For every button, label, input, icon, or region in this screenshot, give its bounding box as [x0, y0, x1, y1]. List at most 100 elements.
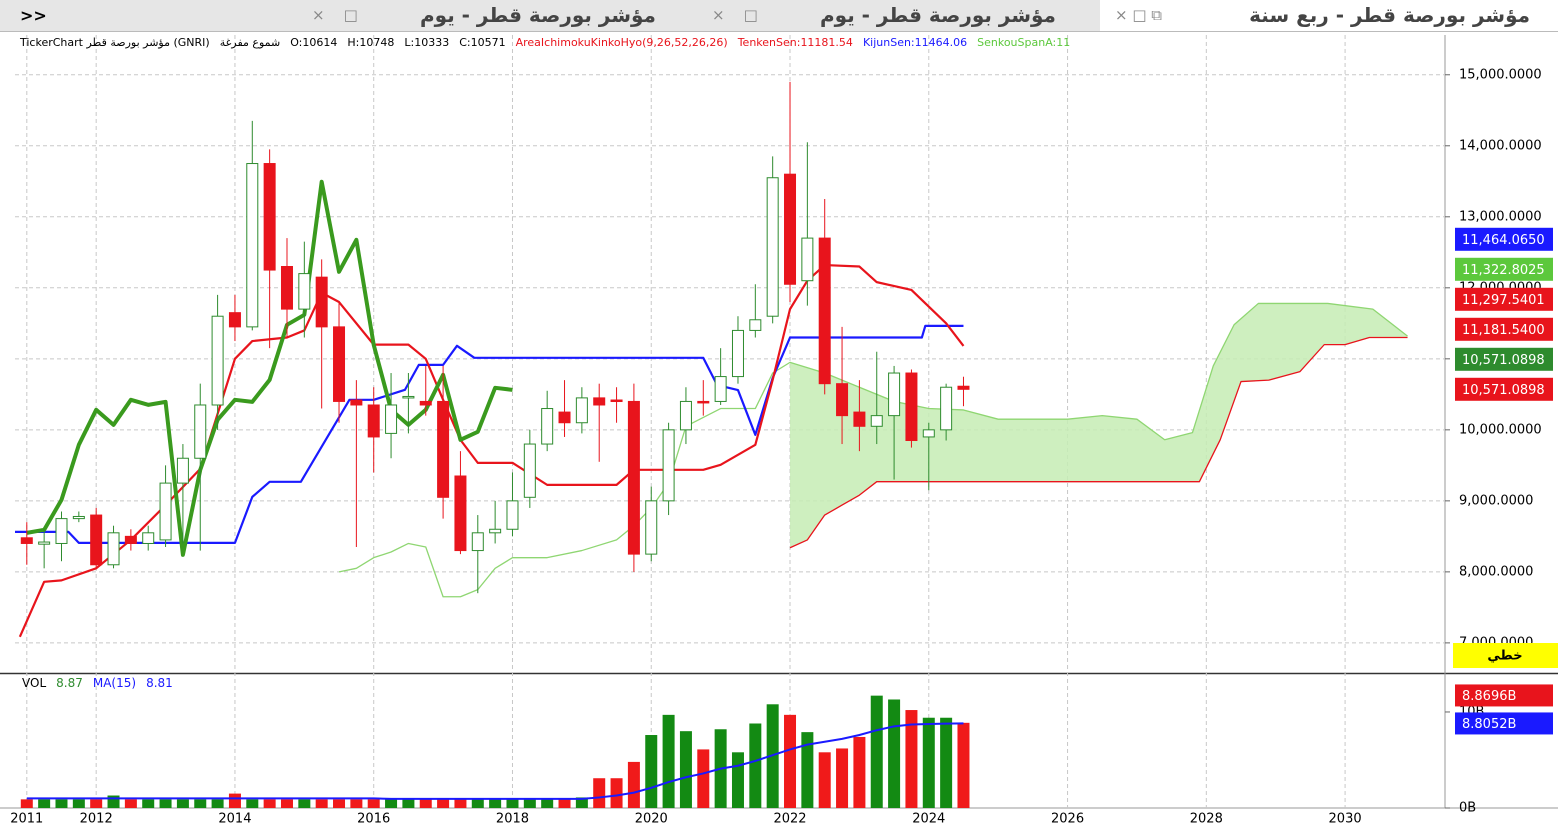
last-value-label: 10,571.0898: [1462, 383, 1545, 398]
last-value-tag: [1455, 347, 1553, 371]
volume-bar: [142, 799, 155, 808]
candle-body: [20, 537, 33, 544]
collapse-button[interactable]: <<: [20, 6, 47, 25]
volume-bar: [679, 731, 692, 808]
volume-bar: [333, 799, 346, 808]
tab[interactable]: مؤشر بورصة قطر - يوم: [420, 3, 656, 27]
last-value-tag: [1455, 227, 1553, 251]
candle-body: [766, 177, 779, 317]
volume-bar: [20, 799, 33, 808]
candle-body: [228, 312, 241, 328]
tab-icons[interactable]: × □: [312, 6, 358, 24]
volume-bar: [905, 710, 918, 808]
candle-body: [940, 386, 953, 431]
last-value-tag: [1455, 317, 1553, 341]
volume-bar: [593, 778, 606, 808]
indicator-line: [338, 302, 1408, 598]
volume-bar: [228, 793, 241, 808]
ichimoku-cloud: [790, 303, 1408, 548]
volume-bar: [315, 799, 328, 808]
x-tick-label: 2022: [773, 812, 806, 827]
volume-bar: [38, 799, 51, 808]
last-value-label: 11,322.8025: [1462, 263, 1545, 278]
y-tick-label: 15,000.0000: [1459, 67, 1542, 82]
volume-bar: [367, 799, 380, 808]
candle-body: [124, 535, 137, 544]
volume-bar: [471, 799, 484, 808]
candle-body: [367, 404, 380, 438]
candle-body: [72, 515, 85, 520]
candle-body: [679, 400, 692, 431]
volume-bar: [801, 732, 814, 808]
volume-bar: [836, 748, 849, 808]
candle-body: [419, 400, 432, 406]
candle-body: [489, 528, 502, 534]
candle-body: [818, 237, 831, 385]
volume-bar: [194, 799, 207, 808]
volume-bar: [922, 717, 935, 808]
volume-bar: [159, 799, 172, 808]
indicator-line: [789, 336, 1408, 549]
volume-bar: [523, 799, 536, 808]
legend-item: TenkenSen:11181.54: [737, 36, 853, 49]
volume-bar: [437, 799, 450, 808]
last-value-label: 11,297.5401: [1462, 293, 1545, 308]
x-tick-label: 2020: [635, 812, 668, 827]
candle-body: [159, 482, 172, 541]
volume-bar: [107, 795, 120, 808]
volume-bar: [558, 799, 571, 808]
volume-bar: [957, 722, 970, 808]
tab-icons[interactable]: × □: [712, 6, 758, 24]
volume-bar: [731, 752, 744, 808]
candle-body: [645, 500, 658, 555]
candle-body: [107, 532, 120, 566]
price-legend: TickerChart مؤشر بورصة قطر (GNRI) شموع مف…: [20, 36, 1070, 49]
last-value-tag: [1455, 287, 1553, 311]
scale-button[interactable]: خطي: [1487, 649, 1522, 664]
candle-body: [610, 399, 623, 403]
last-value-label: 11,464.0650: [1462, 233, 1545, 248]
volume-bar: [888, 699, 901, 808]
candle-body: [627, 400, 640, 555]
volume-bar: [246, 799, 259, 808]
tab-icons[interactable]: × □ ⧉: [1115, 6, 1162, 24]
volume-bar: [350, 799, 363, 808]
volume-bar: [280, 799, 293, 808]
candle-body: [194, 404, 207, 459]
legend-item: 8.81: [146, 676, 173, 690]
volume-bar: [784, 714, 797, 808]
candle-body: [176, 457, 189, 484]
candle-body: [298, 273, 311, 310]
candle-body: [870, 415, 883, 427]
legend-item: H:10748: [347, 36, 395, 49]
legend-item: VOL: [22, 676, 47, 690]
candle-body: [575, 397, 588, 424]
tab[interactable]: مؤشر بورصة قطر - ربع سنة: [1249, 3, 1530, 27]
volume-bar: [124, 799, 137, 808]
x-tick-label: 2018: [496, 812, 529, 827]
last-value-label: 8.8696B: [1462, 689, 1516, 704]
candle-body: [437, 400, 450, 498]
volume-bar: [645, 735, 658, 808]
volume-bar: [506, 799, 519, 808]
candle-body: [142, 532, 155, 544]
legend-item: 8.87: [56, 676, 83, 690]
volume-bar: [662, 714, 675, 808]
legend-item: TickerChart مؤشر بورصة قطر (GNRI): [20, 36, 210, 49]
legend-item: SenkouSpanA:11: [977, 36, 1071, 49]
last-value-label: 10,571.0898: [1462, 353, 1545, 368]
tab[interactable]: مؤشر بورصة قطر - يوم: [820, 3, 1056, 27]
volume-bar: [697, 749, 710, 808]
last-value-tag: [1455, 257, 1553, 281]
candle-body: [853, 411, 866, 427]
x-tick-label: 2014: [218, 812, 251, 827]
candle-body: [315, 276, 328, 328]
candle-body: [784, 173, 797, 285]
volume-bar: [489, 799, 502, 808]
volume-bar: [72, 799, 85, 808]
candle-body: [662, 429, 675, 502]
volume-bar: [211, 799, 224, 808]
volume-bar: [575, 797, 588, 808]
